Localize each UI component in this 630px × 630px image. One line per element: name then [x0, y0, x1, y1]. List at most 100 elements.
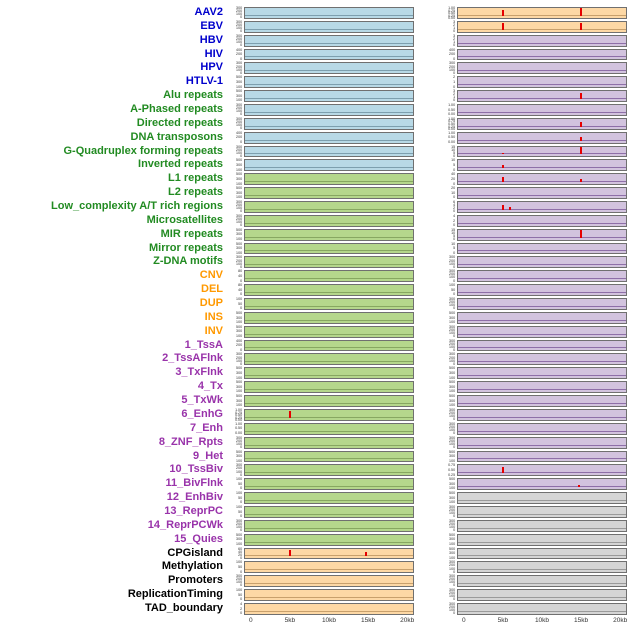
signal-baseline [245, 402, 413, 404]
right-track-panel [457, 62, 627, 75]
left-track-panel [244, 284, 414, 297]
signal-baseline [245, 111, 413, 113]
y-tick-label: 0 [239, 360, 242, 366]
signal-baseline [458, 486, 626, 488]
y-tick-label: 200 [448, 437, 455, 443]
y-tick-label: 0 [239, 111, 242, 117]
signal-baseline [458, 139, 626, 141]
signal-baseline [245, 596, 413, 598]
y-tick-label: 500 [448, 380, 455, 385]
y-tick-label: 300 [235, 213, 242, 218]
signal-baseline [458, 42, 626, 44]
y-tick-label: 300 [448, 550, 455, 556]
left-track-panel [244, 201, 414, 213]
right-y-axis-ticks: 300 200 100 0 [414, 61, 457, 75]
right-track-panel [457, 311, 627, 324]
right-y-axis-ticks: 1.00 0.50 0.00 [414, 131, 457, 145]
y-tick-label: 40 [237, 548, 242, 554]
track-row: CPGisland 60 40 20 0 500 300 100 [0, 547, 630, 561]
y-tick-label: 300 [448, 560, 455, 565]
y-tick-label: 50 [237, 480, 242, 486]
right-track-panel [457, 76, 627, 89]
signal-baseline [458, 402, 626, 404]
signal-baseline [458, 569, 626, 571]
y-tick-label: 100 [448, 485, 455, 491]
signal-baseline [245, 98, 413, 100]
y-tick-label: 100 [235, 440, 242, 446]
x-tick-label: 20kb [400, 616, 415, 624]
right-track-panel [457, 201, 627, 213]
left-track-panel [244, 422, 414, 435]
right-track-panel [457, 187, 627, 200]
y-tick-label: 200 [448, 507, 455, 513]
signal-baseline [458, 14, 626, 16]
track-row: HPV 300 200 100 0 300 200 100 0 [0, 61, 630, 75]
y-tick-label: 300 [235, 144, 242, 149]
y-tick-label: 0 [239, 305, 242, 311]
y-tick-label: 300 [448, 421, 455, 426]
left-track-panel [244, 450, 414, 463]
left-track-panel [244, 325, 414, 338]
y-tick-label: 0 [239, 41, 242, 47]
track-row: Directed repeats 300 200 100 0 1.00 0.75 0.50 0.… [0, 117, 630, 131]
y-tick-label: 300 [235, 33, 242, 38]
spacer [0, 616, 226, 628]
y-tick-label: 100 [448, 302, 455, 308]
y-tick-label: 200 [235, 437, 242, 443]
y-tick-label: 300 [235, 536, 242, 542]
right-y-axis-ticks: 500 300 100 [414, 491, 457, 505]
right-track-panel [457, 561, 627, 574]
left-track-panel [244, 561, 414, 574]
y-tick-label: 300 [235, 245, 242, 251]
right-y-axis-ticks: 1.00 0.75 0.50 0.25 0.00 [414, 117, 457, 131]
y-tick-label: 0 [239, 527, 242, 533]
y-tick-label: 300 [448, 435, 455, 440]
signal-baseline [245, 305, 413, 307]
y-tick-label: 300 [448, 255, 455, 260]
signal-baseline [458, 361, 626, 363]
left-track-panel [244, 117, 414, 130]
right-track-panel [457, 422, 627, 435]
y-tick-label: 0.50 [448, 134, 455, 140]
y-tick-label: 200 [235, 51, 242, 57]
row-label: INS [204, 310, 223, 323]
y-tick-label: 500 [235, 394, 242, 399]
signal-spike [579, 23, 582, 30]
y-tick-label: 0 [239, 55, 242, 61]
signal-baseline [458, 596, 626, 598]
track-row: HIV 400 200 0 400 200 0 [0, 48, 630, 62]
y-tick-label: 0 [452, 41, 455, 47]
y-tick-label: 2 [452, 21, 455, 27]
signal-spike [577, 484, 580, 488]
track-row: INS 500 300 100 500 300 100 [0, 311, 630, 325]
signal-baseline [245, 139, 413, 141]
spacer [226, 616, 244, 628]
right-y-axis-ticks: 300 200 100 0 [414, 422, 457, 436]
x-tick-label: 10kb [321, 616, 337, 624]
y-tick-label: 100 [235, 219, 242, 225]
track-row: Promoters 300 200 100 0 300 200 100 0 [0, 574, 630, 588]
y-tick-label: 0 [239, 208, 242, 214]
y-tick-label: 0.50 [235, 425, 242, 431]
y-tick-label: 50 [237, 591, 242, 597]
signal-baseline [458, 527, 626, 529]
y-tick-label: 0.00 [448, 111, 455, 117]
y-tick-label: 0 [452, 596, 455, 602]
y-tick-label: 100 [235, 560, 242, 565]
row-label: DNA transposons [130, 130, 224, 143]
y-tick-label: 0 [239, 485, 242, 491]
left-y-axis-ticks: 100 50 0 [226, 477, 244, 491]
row-label: 5_TxWk [181, 394, 223, 407]
right-track-panel [457, 395, 627, 407]
y-tick-label: 20 [450, 175, 455, 181]
y-tick-label: 300 [235, 116, 242, 121]
signal-baseline [458, 319, 626, 321]
y-tick-label: 0 [239, 14, 242, 20]
signal-baseline [458, 499, 626, 501]
y-tick-label: 100 [235, 457, 242, 463]
right-y-axis-ticks: 300 200 100 0 [414, 519, 457, 533]
signal-spike [579, 146, 582, 155]
right-track-panel [457, 589, 627, 601]
signal-baseline [245, 458, 413, 460]
